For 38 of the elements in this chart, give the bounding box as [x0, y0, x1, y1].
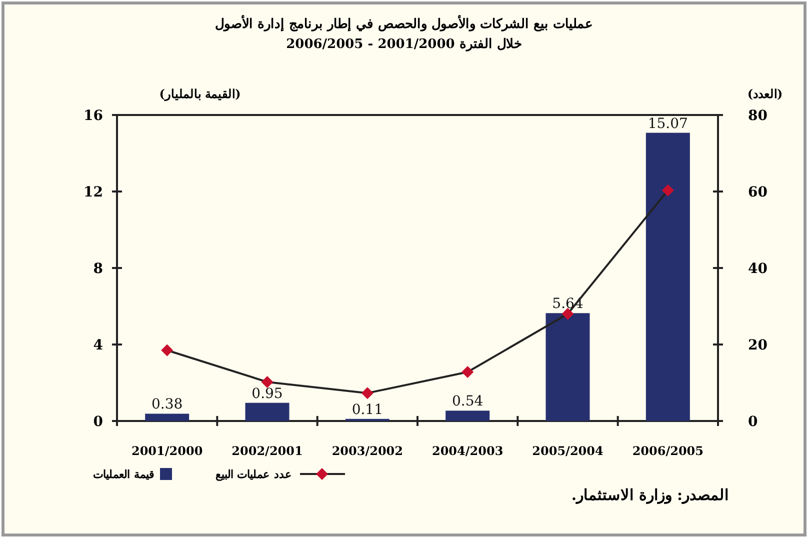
- point: [261, 376, 274, 388]
- bar: [546, 313, 590, 421]
- bar: [145, 414, 190, 421]
- y-tick-label: 12: [84, 184, 103, 200]
- y2-tick-label: 40: [748, 261, 768, 277]
- x-tick-label: 2004/2003: [432, 444, 504, 458]
- x-tick-label: 2001/2000: [131, 444, 203, 458]
- y-tick-label: 0: [93, 414, 104, 430]
- y-axis-title: (القيمة بالمليار): [159, 87, 241, 102]
- bar: [446, 410, 490, 421]
- point: [361, 387, 374, 400]
- y2-tick-label: 60: [748, 184, 768, 200]
- legend-label: قيمة العمليات: [93, 468, 154, 481]
- point: [462, 366, 474, 378]
- y2-axis-title: (العدد): [747, 87, 783, 101]
- y2-tick-label: 20: [748, 338, 768, 354]
- y2-tick-label: 0: [748, 414, 758, 430]
- y-tick-label: 8: [93, 261, 103, 277]
- y-tick-label: 16: [84, 108, 103, 124]
- bar: [245, 402, 290, 421]
- text: المصدر: وزارة الاستثمار.: [571, 486, 729, 504]
- x-tick-label: 2002/2001: [232, 444, 303, 458]
- chart-title: عمليات بيع الشركات والأصول والحصص في إطار برنامج إدارة الأصول: [215, 15, 593, 32]
- x-tick-label: 2005/2004: [532, 444, 604, 458]
- point: [662, 184, 674, 196]
- bar: [646, 132, 690, 421]
- point: [161, 344, 174, 356]
- chart-subtitle: خلال الفترة 2001/2000 - 2006/2005: [286, 37, 522, 52]
- y2-tick-label: 80: [748, 108, 768, 124]
- legend-label: عدد عمليات البيع: [215, 468, 292, 481]
- x-tick-label: 2003/2002: [332, 444, 404, 458]
- data-label: 15.07: [648, 116, 688, 132]
- data-label: 0.54: [452, 394, 484, 410]
- data-label: 0.95: [252, 386, 283, 402]
- data-label: 0.38: [151, 396, 183, 413]
- data-label: 0.11: [352, 402, 384, 418]
- y-tick-label: 4: [93, 338, 104, 354]
- x-tick-label: 2006/2005: [632, 444, 704, 458]
